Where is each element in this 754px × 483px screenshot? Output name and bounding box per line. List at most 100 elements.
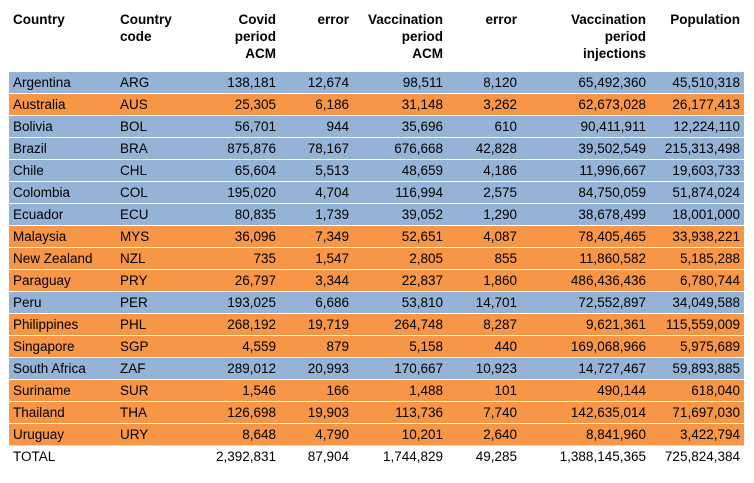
cell-vaccination-injections: 8,841,960 — [521, 423, 650, 446]
cell-population: 618,040 — [650, 379, 744, 402]
header-population: Population — [650, 9, 744, 72]
cell-error-vaccination: 10,923 — [447, 357, 521, 380]
cell-country: Philippines — [9, 313, 116, 336]
cell-covid-acm: 195,020 — [198, 181, 280, 204]
cell-error-covid: 166 — [280, 379, 353, 402]
cell-country-code: SUR — [116, 379, 198, 402]
cell-country: Suriname — [9, 379, 116, 402]
table-row: Chile CHL 65,604 5,513 48,659 4,186 11,996,667… — [9, 159, 744, 182]
cell-population: 5,185,288 — [650, 247, 744, 270]
cell-error-covid: 7,349 — [280, 225, 353, 248]
cell-vaccination-acm: 116,994 — [353, 181, 447, 204]
cell-vaccination-acm: 113,736 — [353, 401, 447, 424]
table-row: Australia AUS 25,305 6,186 31,148 3,262 62,673… — [9, 93, 744, 116]
cell-error-covid: 19,903 — [280, 401, 353, 424]
cell-country-code: MYS — [116, 225, 198, 248]
table-row: Uruguay URY 8,648 4,790 10,201 2,640 8,841,960… — [9, 423, 744, 446]
cell-country: Ecuador — [9, 203, 116, 226]
header-line: ACM — [412, 46, 443, 61]
header-line: Vaccination — [570, 12, 646, 27]
cell-covid-acm: 193,025 — [198, 291, 280, 314]
cell-error-covid: 6,186 — [280, 93, 353, 116]
cell-population: 18,001,000 — [650, 203, 744, 226]
cell-error-covid: 20,993 — [280, 357, 353, 380]
cell-population: 6,780,744 — [650, 269, 744, 292]
cell-vaccination-injections: 169,068,966 — [521, 335, 650, 358]
cell-error-covid: 78,167 — [280, 137, 353, 160]
cell-vaccination-injections: 39,502,549 — [521, 137, 650, 160]
cell-vaccination-acm: 1,744,829 — [353, 445, 447, 467]
cell-covid-acm: 138,181 — [198, 71, 280, 94]
cell-population: 33,938,221 — [650, 225, 744, 248]
cell-vaccination-acm: 98,511 — [353, 71, 447, 94]
cell-country-code: URY — [116, 423, 198, 446]
cell-country: Singapore — [9, 335, 116, 358]
cell-covid-acm: 268,192 — [198, 313, 280, 336]
cell-error-vaccination: 4,186 — [447, 159, 521, 182]
cell-country-code: SGP — [116, 335, 198, 358]
cell-covid-acm: 36,096 — [198, 225, 280, 248]
cell-error-vaccination: 4,087 — [447, 225, 521, 248]
header-country: Country — [9, 9, 116, 72]
cell-covid-acm: 80,835 — [198, 203, 280, 226]
cell-vaccination-acm: 31,148 — [353, 93, 447, 116]
header-line: period — [234, 29, 276, 44]
cell-country-code — [116, 445, 198, 467]
cell-country: New Zealand — [9, 247, 116, 270]
cell-country-code: PRY — [116, 269, 198, 292]
cell-vaccination-acm: 170,667 — [353, 357, 447, 380]
cell-population: 34,049,588 — [650, 291, 744, 314]
cell-error-vaccination: 14,701 — [447, 291, 521, 314]
header-vaccination-injections: Vaccination period injections — [521, 9, 650, 72]
cell-error-vaccination: 2,640 — [447, 423, 521, 446]
cell-population: 71,697,030 — [650, 401, 744, 424]
cell-error-vaccination: 8,120 — [447, 71, 521, 94]
cell-population: 12,224,110 — [650, 115, 744, 138]
cell-population: 26,177,413 — [650, 93, 744, 116]
table-row: Paraguay PRY 26,797 3,344 22,837 1,860 486,436… — [9, 269, 744, 292]
cell-country-code: AUS — [116, 93, 198, 116]
cell-covid-acm: 875,876 — [198, 137, 280, 160]
cell-country: South Africa — [9, 357, 116, 380]
cell-error-vaccination: 7,740 — [447, 401, 521, 424]
table-row: Argentina ARG 138,181 12,674 98,511 8,120 65,4… — [9, 71, 744, 94]
cell-vaccination-acm: 52,651 — [353, 225, 447, 248]
table-row: Peru PER 193,025 6,686 53,810 14,701 72,552,89… — [9, 291, 744, 314]
table-row: Malaysia MYS 36,096 7,349 52,651 4,087 78,405,… — [9, 225, 744, 248]
cell-error-vaccination: 440 — [447, 335, 521, 358]
cell-vaccination-acm: 48,659 — [353, 159, 447, 182]
header-row: Country Country code Covid period ACM error… — [9, 9, 744, 72]
cell-error-covid: 1,547 — [280, 247, 353, 270]
cell-error-covid: 6,686 — [280, 291, 353, 314]
cell-vaccination-injections: 14,727,467 — [521, 357, 650, 380]
cell-error-vaccination: 1,290 — [447, 203, 521, 226]
cell-country-code: BOL — [116, 115, 198, 138]
table-body: Argentina ARG 138,181 12,674 98,511 8,120 65,4… — [9, 71, 744, 467]
total-row: TOTAL 2,392,831 87,904 1,744,829 49,285 1,388… — [9, 445, 744, 467]
cell-population: 45,510,318 — [650, 71, 744, 94]
cell-error-covid: 5,513 — [280, 159, 353, 182]
cell-vaccination-injections: 142,635,014 — [521, 401, 650, 424]
cell-error-covid: 12,674 — [280, 71, 353, 94]
data-table-container: Country Country code Covid period ACM error… — [9, 9, 744, 470]
header-error-covid: error — [280, 9, 353, 72]
cell-country: Thailand — [9, 401, 116, 424]
cell-error-covid: 4,790 — [280, 423, 353, 446]
cell-error-vaccination: 101 — [447, 379, 521, 402]
cell-covid-acm: 4,559 — [198, 335, 280, 358]
cell-covid-acm: 65,604 — [198, 159, 280, 182]
cell-covid-acm: 56,701 — [198, 115, 280, 138]
cell-vaccination-injections: 84,750,059 — [521, 181, 650, 204]
cell-error-vaccination: 49,285 — [447, 445, 521, 467]
cell-country: Malaysia — [9, 225, 116, 248]
table-row: Ecuador ECU 80,835 1,739 39,052 1,290 38,678,4… — [9, 203, 744, 226]
cell-vaccination-injections: 11,996,667 — [521, 159, 650, 182]
cell-country-code: BRA — [116, 137, 198, 160]
cell-vaccination-injections: 9,621,361 — [521, 313, 650, 336]
cell-vaccination-acm: 1,488 — [353, 379, 447, 402]
country-acm-table: Country Country code Covid period ACM error… — [9, 9, 744, 467]
cell-country: Uruguay — [9, 423, 116, 446]
cell-country-code: PHL — [116, 313, 198, 336]
cell-covid-acm: 126,698 — [198, 401, 280, 424]
cell-country-code: THA — [116, 401, 198, 424]
